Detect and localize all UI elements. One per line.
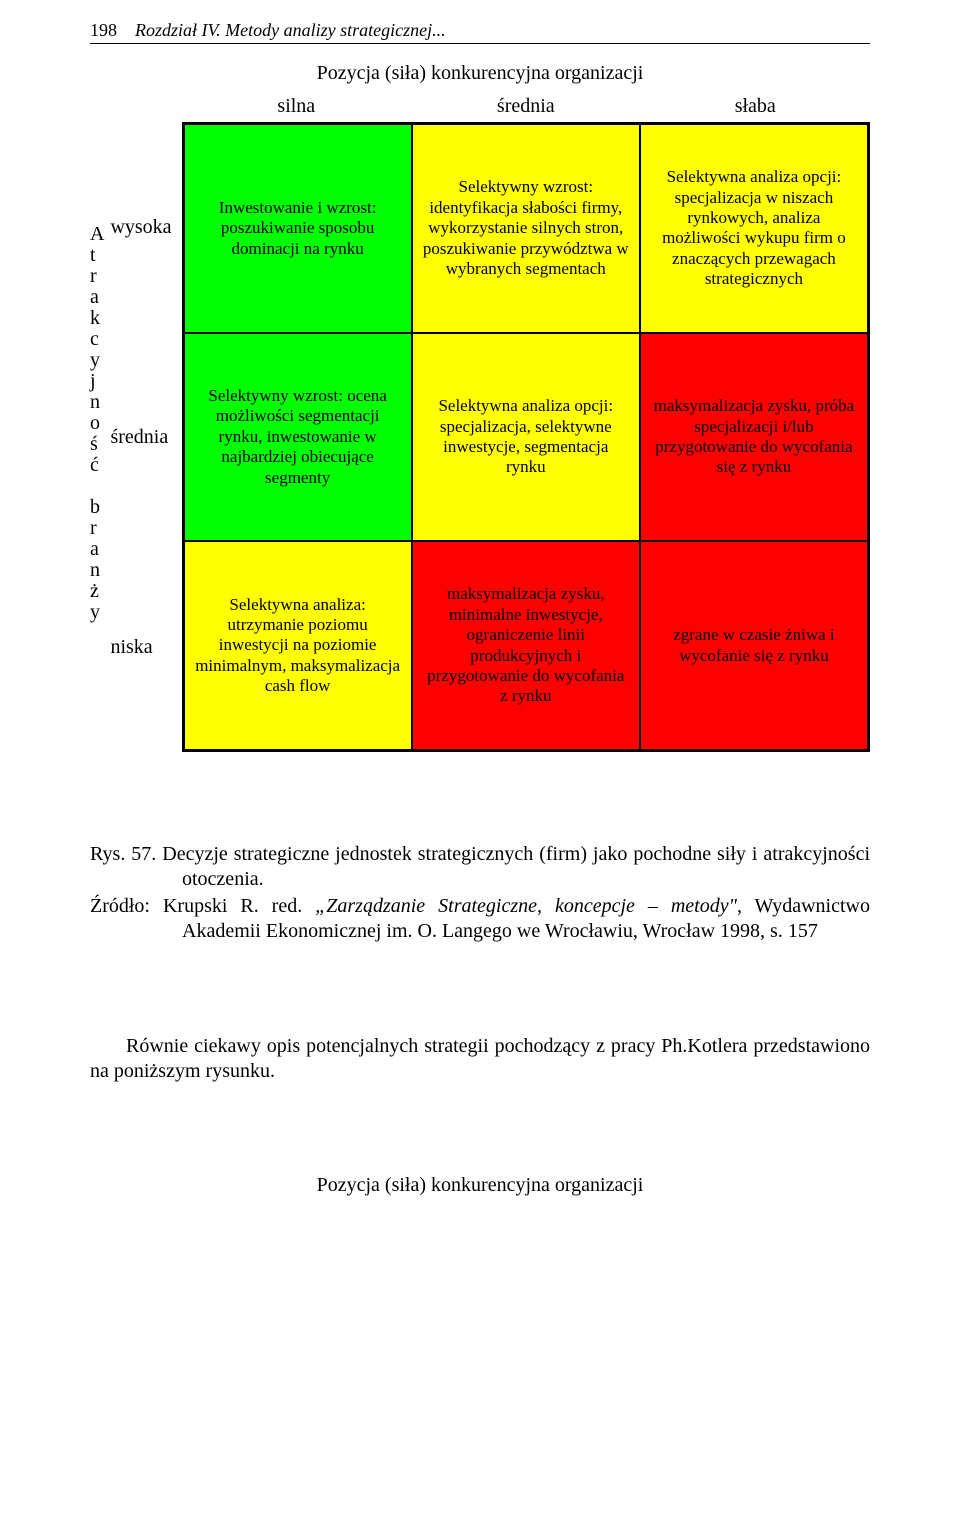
matrix-cell: Inwestowanie i wzrost: poszukiwanie spos…: [184, 124, 412, 333]
matrix-cell: Selektywna analiza opcji: specjalizacja,…: [412, 333, 640, 542]
y-axis-letter: k: [90, 308, 104, 329]
source-citation: Źródło: Krupski R. red. „Zarządzanie Str…: [90, 894, 870, 944]
bottom-chart-title: Pozycja (siła) konkurencyjna organizacji: [90, 1174, 870, 1197]
matrix-grid: Inwestowanie i wzrost: poszukiwanie spos…: [182, 122, 870, 752]
y-axis-letter: ć: [90, 455, 104, 476]
row-labels: wysoka średnia niska: [110, 123, 181, 752]
source-label: Źródło:: [90, 895, 150, 917]
figure-text: Decyzje strategiczne jednostek strategic…: [162, 843, 870, 890]
matrix-cell: maksymalizacja zysku, minimalne inwestyc…: [412, 541, 640, 750]
chapter-title: Rozdział IV. Metody analizy strategiczne…: [135, 20, 446, 41]
matrix-cell: Selektywny wzrost: identyfikacja słabośc…: [412, 124, 640, 333]
row-label-low: niska: [110, 542, 181, 752]
y-axis-letter: y: [90, 602, 104, 623]
y-axis-letter: c: [90, 329, 104, 350]
col-label-mid: średnia: [411, 95, 640, 122]
y-axis-letter: t: [90, 245, 104, 266]
matrix-cell: zgrane w czasie żniwa i wycofanie się z …: [640, 541, 868, 750]
figure-caption: Rys. 57. Decyzje strategiczne jednostek …: [90, 842, 870, 892]
y-axis-letter: j: [90, 371, 104, 392]
y-axis-letter: r: [90, 518, 104, 539]
row-label-high: wysoka: [110, 123, 181, 333]
y-axis-letter: [90, 476, 104, 497]
strategy-matrix: Atrakcyjność branży wysoka średnia niska…: [90, 95, 870, 752]
matrix-cell: Selektywna analiza opcji: specjalizacja …: [640, 124, 868, 333]
source-text-before: Krupski R. red.: [163, 895, 315, 917]
y-axis-letter: r: [90, 266, 104, 287]
matrix-cell: maksymalizacja zysku, próba specjalizacj…: [640, 333, 868, 542]
body-paragraph: Równie ciekawy opis potencjalnych strate…: [90, 1034, 870, 1084]
y-axis-letter: ś: [90, 434, 104, 455]
page-number: 198: [90, 20, 117, 41]
y-axis-letter: y: [90, 350, 104, 371]
column-headers: silna średnia słaba: [182, 95, 870, 122]
col-label-strong: silna: [182, 95, 411, 122]
y-axis-letter: n: [90, 560, 104, 581]
chart-title: Pozycja (siła) konkurencyjna organizacji: [90, 62, 870, 85]
y-axis-letter: o: [90, 413, 104, 434]
source-title-italic: „Zarządzanie Strategiczne, koncepcje – m…: [315, 895, 737, 917]
row-label-mid: średnia: [110, 333, 181, 543]
y-axis-letter: n: [90, 392, 104, 413]
y-axis-letter: a: [90, 539, 104, 560]
y-axis-letter: A: [90, 224, 104, 245]
page-header: 198 Rozdział IV. Metody analizy strategi…: [90, 0, 870, 44]
col-label-weak: słaba: [641, 95, 870, 122]
y-axis-label: Atrakcyjność branży: [90, 95, 110, 752]
y-axis-letter: b: [90, 497, 104, 518]
y-axis-letter: ż: [90, 581, 104, 602]
figure-label: Rys. 57.: [90, 843, 156, 865]
matrix-cell: Selektywny wzrost: ocena możliwości segm…: [184, 333, 412, 542]
y-axis-letter: a: [90, 287, 104, 308]
matrix-cell: Selektywna analiza: utrzymanie poziomu i…: [184, 541, 412, 750]
